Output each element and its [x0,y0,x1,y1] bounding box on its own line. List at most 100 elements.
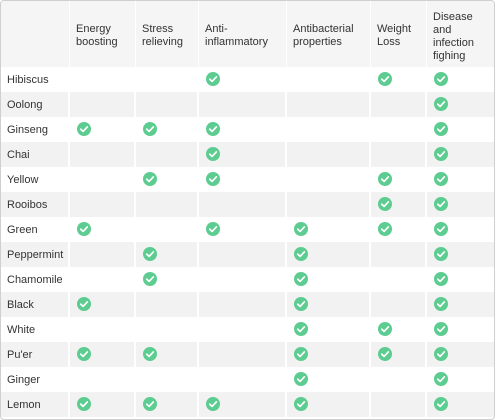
benefit-cell [371,392,427,417]
benefit-cell [136,192,199,217]
benefit-cell [287,142,371,167]
benefit-cell [136,292,199,317]
checkmark-circle-icon [294,272,308,287]
checkmark-circle-icon [434,372,448,387]
checkmark-circle-icon [77,122,91,137]
table-row: Oolong [1,92,494,117]
checkmark-circle-icon [434,97,448,112]
benefit-cell [70,342,136,367]
benefit-cell [371,117,427,142]
benefit-cell [427,217,494,242]
tea-name-cell: Peppermint [1,242,70,267]
benefit-cell [199,292,287,317]
benefit-cell [371,342,427,367]
tea-name-cell: Hibiscus [1,67,70,92]
benefit-cell [199,367,287,392]
benefit-cell [287,67,371,92]
checkmark-circle-icon [143,397,157,412]
benefit-cell [371,142,427,167]
checkmark-circle-icon [378,347,392,362]
benefit-cell [199,217,287,242]
checkmark-circle-icon [434,272,448,287]
benefit-cell [199,167,287,192]
tea-name-cell: Chai [1,142,70,167]
tea-name-cell: Chamomile [1,267,70,292]
benefit-cell [136,367,199,392]
checkmark-circle-icon [378,222,392,237]
benefit-cell [371,217,427,242]
checkmark-circle-icon [434,122,448,137]
checkmark-circle-icon [77,222,91,237]
checkmark-circle-icon [294,247,308,262]
benefit-cell [136,267,199,292]
table-row: Chamomile [1,267,494,292]
header-anti-inflammatory: Anti-inflammatory [199,1,287,67]
table-row: Lemon [1,392,494,417]
benefit-cell [199,67,287,92]
checkmark-circle-icon [434,172,448,187]
tea-name-cell: Ginger [1,367,70,392]
checkmark-circle-icon [378,197,392,212]
benefit-cell [70,167,136,192]
checkmark-circle-icon [143,347,157,362]
benefit-cell [427,117,494,142]
benefit-cell [199,342,287,367]
checkmark-circle-icon [294,372,308,387]
checkmark-circle-icon [378,172,392,187]
benefit-cell [136,92,199,117]
benefit-cell [199,267,287,292]
checkmark-circle-icon [434,247,448,262]
table-row: Ginseng [1,117,494,142]
benefit-cell [287,392,371,417]
checkmark-circle-icon [378,72,392,87]
benefit-cell [70,142,136,167]
checkmark-circle-icon [206,122,220,137]
benefit-cell [287,242,371,267]
benefit-cell [136,217,199,242]
benefit-cell [427,167,494,192]
benefit-cell [136,142,199,167]
benefit-cell [287,367,371,392]
tea-name-cell: Ginseng [1,117,70,142]
benefit-cell [136,167,199,192]
checkmark-circle-icon [294,297,308,312]
benefit-cell [199,317,287,342]
benefit-cell [371,292,427,317]
header-stress-relieving: Stress relieving [136,1,199,67]
table-row: White [1,317,494,342]
benefit-cell [287,92,371,117]
benefit-cell [371,192,427,217]
benefit-cell [287,317,371,342]
benefit-cell [371,317,427,342]
benefit-cell [136,342,199,367]
tea-name-cell: Green [1,217,70,242]
benefit-cell [371,367,427,392]
checkmark-circle-icon [206,222,220,237]
benefit-cell [199,192,287,217]
benefit-cell [70,292,136,317]
benefit-cell [287,292,371,317]
header-corner [1,1,70,67]
checkmark-circle-icon [206,172,220,187]
benefit-cell [371,92,427,117]
tea-name-cell: Black [1,292,70,317]
benefit-cell [199,92,287,117]
checkmark-circle-icon [378,322,392,337]
tea-name-cell: White [1,317,70,342]
benefit-cell [136,392,199,417]
checkmark-circle-icon [434,72,448,87]
benefit-cell [287,217,371,242]
benefit-cell [427,242,494,267]
benefit-cell [70,117,136,142]
checkmark-circle-icon [206,397,220,412]
checkmark-circle-icon [434,297,448,312]
benefit-cell [70,392,136,417]
table-row: Hibiscus [1,67,494,92]
benefit-cell [427,367,494,392]
benefit-cell [70,267,136,292]
table-row: Pu'er [1,342,494,367]
header-weight-loss: Weight Loss [371,1,427,67]
checkmark-circle-icon [434,147,448,162]
